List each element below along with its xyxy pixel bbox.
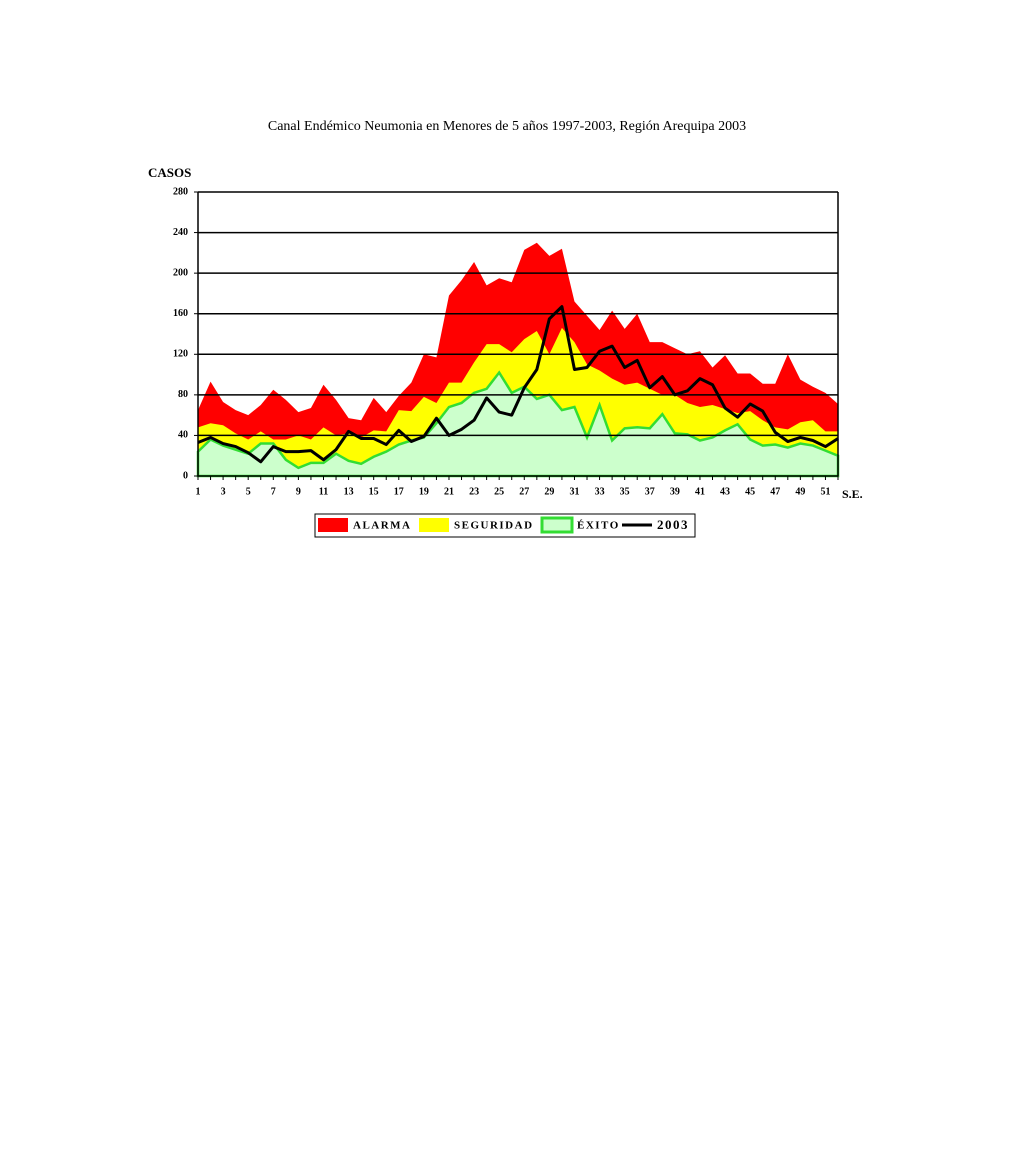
y-tick-label: 200 [173,267,188,278]
x-tick-label: 43 [720,486,730,497]
line [197,305,839,464]
x-tick-label: 45 [745,486,755,497]
legend-label: ALARMA [353,520,412,532]
x-tick-label: 3 [221,486,226,497]
x-tick-label: 19 [419,486,429,497]
legend-swatch [540,516,574,534]
x-tick-label: 9 [296,486,301,497]
legend-swatch [419,518,449,532]
y-tick-label: 80 [178,389,188,400]
x-tick-label: 7 [271,486,276,497]
x-tick-label: 27 [519,486,529,497]
x-tick-label: 13 [344,486,354,497]
x-tick-label: 25 [494,486,504,497]
x-tick-label: 33 [595,486,605,497]
x-tick-label: 23 [469,486,479,497]
x-axis-label: S.E. [842,487,863,501]
chart-title: Canal Endémico Neumonia en Menores de 5 … [268,119,746,134]
y-tick-label: 0 [183,470,188,481]
x-tick-label: 5 [246,486,251,497]
x-tick-label: 47 [770,486,780,497]
y-tick-label: 160 [173,308,188,319]
y-tick-label: 240 [173,227,188,238]
legend-swatch [318,518,348,532]
x-tick-label: 35 [620,486,630,497]
y-tick-label: 120 [173,349,188,360]
y-tick-label: 40 [178,430,188,441]
legend-box [314,513,696,538]
x-tick-label: 41 [695,486,705,497]
x-tick-label: 39 [670,486,680,497]
y-tick-label: 280 [173,186,188,197]
x-tick-label: 11 [319,486,328,497]
x-tick-label: 37 [645,486,655,497]
y-axis-label: CASOS [148,165,191,180]
legend-label: SEGURIDAD [454,520,534,532]
x-tick-label: 49 [795,486,805,497]
x-tick-label: 17 [394,486,404,497]
legend-label: 2003 [657,517,689,532]
x-tick-label: 31 [569,486,579,497]
x-tick-label: 29 [544,486,554,497]
legend-label: ÉXITO [577,520,620,532]
x-tick-label: 15 [369,486,379,497]
x-tick-label: 1 [196,486,201,497]
x-tick-label: 51 [820,486,830,497]
x-tick-label: 21 [444,486,454,497]
